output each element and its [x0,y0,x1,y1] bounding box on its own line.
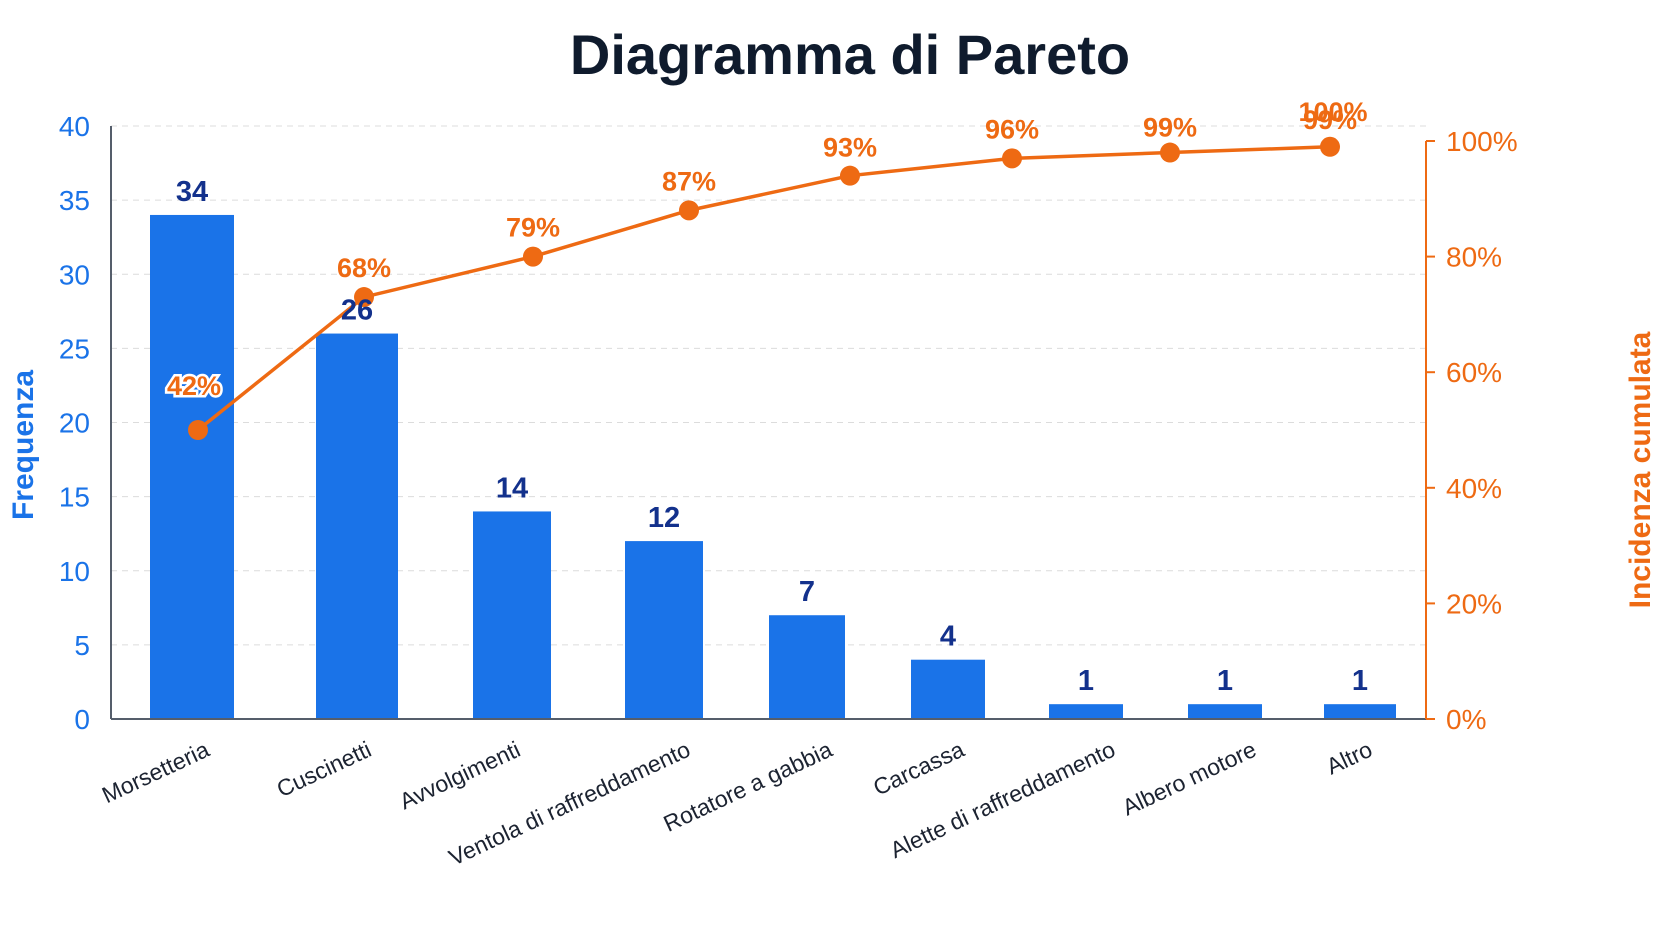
bar [625,541,703,719]
cumulative-point [840,165,860,186]
bar-value-label: 4 [940,621,956,653]
bar-value-label: 26 [341,295,373,327]
y2-tick-label: 0% [1446,704,1486,735]
chart-title: Diagramma di Pareto [570,23,1130,86]
x-category-label: Altro [1322,736,1376,780]
y-tick-label: 10 [59,556,90,587]
bar-value-label: 14 [496,472,528,504]
axes [110,126,1435,720]
y2-tick-label: 100% [1446,126,1518,157]
bars [150,214,1396,719]
bar-value-label: 7 [799,576,815,608]
cumulative-percent-label: 68% [337,253,391,283]
x-category-label: Avvolgimenti [395,736,524,814]
y2-tick-label: 80% [1446,242,1502,273]
y2-tick-label: 20% [1446,588,1502,619]
cumulative-percent-label: 99% [1303,105,1357,135]
y-tick-label: 0 [74,704,90,735]
cumulative-percent-label: 79% [506,213,560,243]
cumulative-point [1002,148,1022,169]
y-tick-label: 25 [59,333,90,364]
x-category-label: Albero motore [1118,736,1260,821]
y2-tick-label: 60% [1446,357,1502,388]
y-tick-label: 35 [59,185,90,216]
cumulative-point [1160,142,1180,163]
bar [769,615,845,719]
cumulative-point [188,420,208,440]
x-category-label: Carcassa [869,736,968,801]
bar-value-label: 1 [1078,665,1094,697]
bar [1188,704,1262,719]
bar-value-label: 12 [648,502,680,534]
cumulative-line [196,145,1331,432]
x-category-label: Morsetteria [98,736,213,808]
y2-tick-label: 40% [1446,473,1502,504]
cumulative-point [1320,136,1340,157]
y2-axis-title: Incidenza cumulata [1624,331,1657,608]
y-tick-label: 30 [59,259,90,290]
cumulative-percent-label: 96% [985,114,1039,144]
cumulative-percent-label: 87% [662,166,716,196]
cumulative-percent-label: 99% [1143,113,1197,143]
y-tick-label: 5 [74,630,90,661]
bar [1049,704,1123,719]
bar [473,511,551,719]
bar [316,333,398,719]
cumulative-point [354,287,374,308]
bar [911,659,985,719]
y-tick-label: 15 [59,482,90,513]
y-axis-title: Frequenza [7,370,40,520]
x-category-label: Cuscinetti [273,736,376,802]
tick-labels: 0 5 10 15 20 25 30 35 40 0% 20% 40% 60% 80% 100% Morset… [59,111,1518,871]
y-tick-label: 20 [59,408,90,439]
bar-value-label: 1 [1352,665,1368,697]
cumulative-percent-label: 100% [1298,97,1367,127]
cumulative-percent-label: 42% [167,371,221,401]
cumulative-line-layer [188,136,1340,440]
bar-value-label: 1 [1217,665,1233,697]
y-tick-label: 40 [59,111,90,142]
bar-value-label: 34 [176,176,208,208]
cumulative-point [679,200,699,221]
cumulative-point [523,246,543,267]
bar [1324,704,1396,719]
cumulative-percent-label: 93% [823,133,877,163]
bar [150,214,234,719]
grid-lines [111,125,1426,646]
